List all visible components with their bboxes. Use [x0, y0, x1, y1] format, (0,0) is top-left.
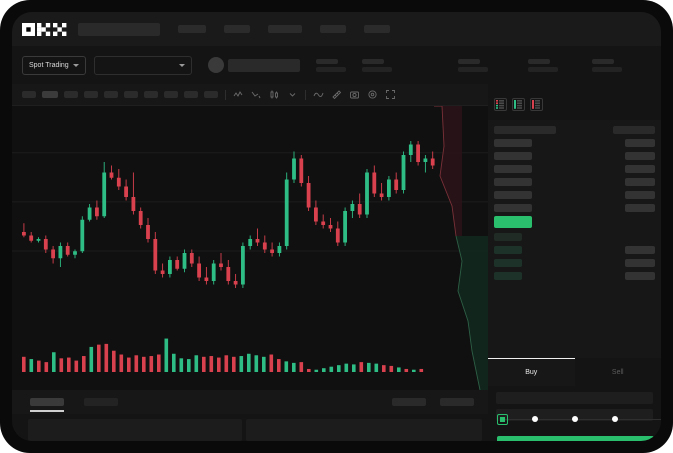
tab-order-history[interactable]: [84, 398, 118, 406]
order-price-field[interactable]: [496, 392, 653, 404]
chevron-down-icon: [178, 63, 185, 67]
camera-icon[interactable]: [349, 89, 360, 100]
ob-view-asks-icon[interactable]: [530, 98, 543, 111]
nav-item-trade[interactable]: [224, 25, 250, 33]
active-tab-indicator: [30, 410, 64, 412]
tab-open-orders[interactable]: [30, 398, 64, 412]
order-book-bid-row[interactable]: [494, 232, 655, 241]
stat-high-24h: [457, 58, 488, 72]
candle-icon[interactable]: [269, 89, 280, 100]
tab-buy[interactable]: Buy: [488, 358, 575, 386]
line-chart-icon[interactable]: [313, 89, 324, 100]
nav-item-more[interactable]: [364, 25, 390, 33]
onboarding-stepper: [488, 412, 661, 426]
avatar: [207, 57, 224, 73]
ob-view-both-icon[interactable]: [494, 98, 507, 111]
price-chart[interactable]: [12, 106, 488, 390]
order-book-bid-row[interactable]: [494, 258, 655, 267]
spot-trading-dropdown[interactable]: Spot Trading: [22, 55, 86, 75]
chevron-down-icon[interactable]: [287, 89, 298, 100]
order-book-view-toggles: [488, 84, 661, 111]
nav-item-derivatives[interactable]: [268, 25, 302, 33]
chevron-down-icon: [72, 63, 79, 67]
ob-view-bids-icon[interactable]: [512, 98, 525, 111]
chart-toolbar: [12, 84, 488, 106]
app-screen: Spot Trading: [12, 12, 661, 441]
timeframe-1w[interactable]: [164, 91, 178, 98]
order-book-rows[interactable]: [488, 120, 661, 358]
indicator-icon[interactable]: [233, 89, 244, 100]
timeframe-1d[interactable]: [144, 91, 158, 98]
order-book-ask-row[interactable]: [494, 138, 655, 147]
orders-tab-bar: [12, 390, 488, 414]
trading-pair-select[interactable]: [93, 55, 192, 75]
spot-trading-label: Spot Trading: [29, 61, 69, 69]
tab-buy-label: Buy: [525, 369, 538, 376]
step-dot-4[interactable]: [612, 416, 618, 422]
stat-low-24h: [527, 58, 558, 72]
order-book-ask-row[interactable]: [494, 190, 655, 199]
settings-icon[interactable]: [367, 89, 378, 100]
nav-item-earn[interactable]: [320, 25, 346, 33]
tab-sell[interactable]: Sell: [574, 358, 661, 386]
tab-assets[interactable]: [392, 398, 426, 406]
tab-sell-label: Sell: [611, 368, 624, 376]
order-side-tabs: Buy Sell: [488, 358, 661, 386]
nav-item-markets[interactable]: [178, 25, 206, 33]
timeframe-30m[interactable]: [84, 91, 98, 98]
timeframe-1mo[interactable]: [184, 91, 198, 98]
timeframe-1m[interactable]: [22, 91, 36, 98]
timeframe-5m[interactable]: [42, 91, 58, 98]
fullscreen-icon[interactable]: [385, 89, 396, 100]
order-book-ask-row[interactable]: [494, 203, 655, 212]
order-book-ask-row[interactable]: [494, 151, 655, 160]
depth-chart-overlay: [434, 106, 488, 390]
top-navigation-bar: [12, 12, 661, 46]
step-dot-active[interactable]: [497, 414, 508, 425]
search-input[interactable]: [78, 22, 160, 36]
stat-change-24h: [361, 58, 392, 72]
candlestick-chart: [12, 141, 488, 372]
order-book-bid-row[interactable]: [494, 271, 655, 280]
primary-cta-button[interactable]: [497, 436, 654, 441]
toolbar-divider: [225, 89, 226, 100]
timeframe-15m[interactable]: [64, 91, 78, 98]
bottom-panel-left[interactable]: [28, 419, 243, 441]
chart-type-icon[interactable]: [251, 89, 262, 100]
order-book-panel: Buy Sell: [488, 84, 661, 441]
instrument-header: Spot Trading: [12, 46, 661, 84]
timeframe-more[interactable]: [204, 91, 218, 98]
order-book-header: [494, 125, 655, 134]
instrument-name-label: [227, 58, 300, 72]
order-book-spread-row[interactable]: [494, 216, 655, 228]
timeframe-1h[interactable]: [104, 91, 118, 98]
stat-volume-24h: [591, 58, 622, 72]
order-book-bid-row[interactable]: [494, 245, 655, 254]
step-dot-3[interactable]: [572, 416, 578, 422]
okx-logo[interactable]: [22, 22, 68, 36]
stat-last-price: [315, 58, 346, 72]
bottom-panel-right[interactable]: [246, 419, 482, 441]
toolbar-divider: [305, 89, 306, 100]
timeframe-4h[interactable]: [124, 91, 138, 98]
order-book-ask-row[interactable]: [494, 164, 655, 173]
ruler-icon[interactable]: [331, 89, 342, 100]
stepper-track: [502, 418, 661, 420]
tab-settings[interactable]: [440, 398, 474, 406]
order-book-ask-row[interactable]: [494, 177, 655, 186]
step-dot-2[interactable]: [532, 416, 538, 422]
bottom-panels: [12, 414, 488, 441]
